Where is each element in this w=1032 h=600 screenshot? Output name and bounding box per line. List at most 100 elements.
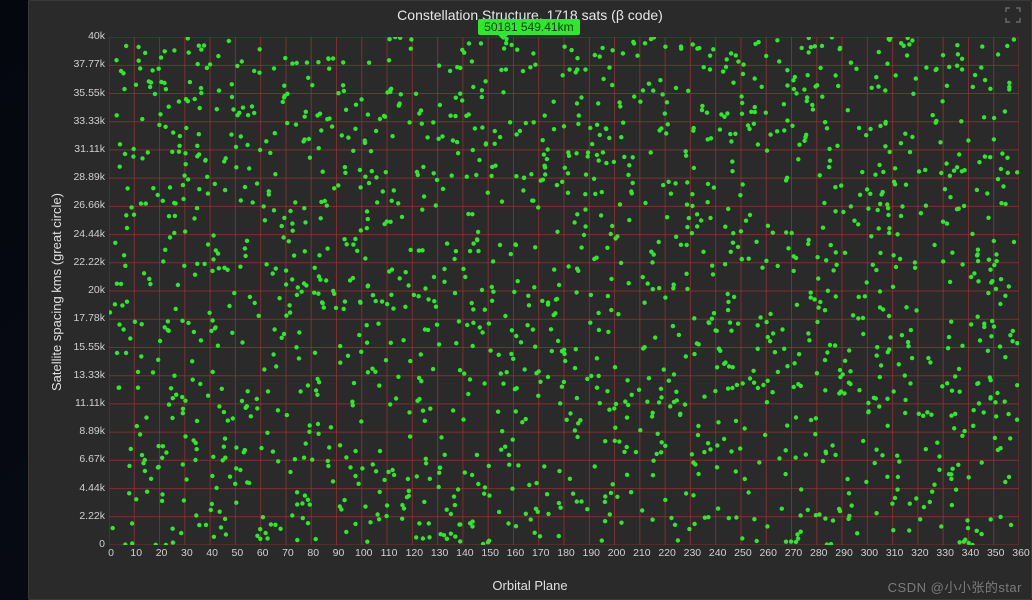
scatter-point[interactable] — [324, 278, 328, 282]
scatter-point[interactable] — [573, 428, 577, 432]
plot-area[interactable] — [109, 37, 1019, 545]
scatter-point[interactable] — [598, 401, 602, 405]
scatter-point[interactable] — [988, 155, 992, 159]
scatter-point[interactable] — [618, 202, 622, 206]
scatter-point[interactable] — [632, 41, 636, 45]
scatter-point[interactable] — [726, 292, 730, 296]
scatter-point[interactable] — [437, 63, 441, 67]
scatter-point[interactable] — [899, 214, 903, 218]
scatter-point[interactable] — [508, 120, 512, 124]
scatter-point[interactable] — [147, 277, 151, 281]
scatter-point[interactable] — [722, 437, 726, 441]
scatter-point[interactable] — [194, 441, 198, 445]
scatter-point[interactable] — [466, 212, 470, 216]
scatter-point[interactable] — [794, 415, 798, 419]
scatter-point[interactable] — [400, 503, 404, 507]
scatter-point[interactable] — [690, 204, 694, 208]
scatter-point[interactable] — [566, 264, 570, 268]
scatter-point[interactable] — [345, 242, 349, 246]
scatter-point[interactable] — [760, 266, 764, 270]
scatter-point[interactable] — [966, 526, 970, 530]
scatter-point[interactable] — [605, 389, 609, 393]
scatter-point[interactable] — [339, 507, 343, 511]
scatter-point[interactable] — [313, 266, 317, 270]
scatter-point[interactable] — [353, 237, 357, 241]
scatter-point[interactable] — [600, 538, 604, 542]
scatter-point[interactable] — [888, 335, 892, 339]
scatter-point[interactable] — [438, 103, 442, 107]
scatter-point[interactable] — [344, 530, 348, 534]
fullscreen-icon[interactable] — [1005, 7, 1021, 23]
scatter-point[interactable] — [512, 290, 516, 294]
scatter-point[interactable] — [1011, 329, 1015, 333]
scatter-point[interactable] — [419, 108, 423, 112]
scatter-point[interactable] — [183, 399, 187, 403]
scatter-point[interactable] — [293, 457, 297, 461]
scatter-point[interactable] — [214, 248, 218, 252]
scatter-point[interactable] — [887, 226, 891, 230]
scatter-point[interactable] — [652, 252, 656, 256]
scatter-point[interactable] — [1015, 383, 1019, 387]
scatter-point[interactable] — [809, 295, 813, 299]
scatter-point[interactable] — [471, 241, 475, 245]
scatter-point[interactable] — [945, 84, 949, 88]
scatter-point[interactable] — [432, 299, 436, 303]
scatter-point[interactable] — [172, 231, 176, 235]
scatter-point[interactable] — [514, 409, 518, 413]
scatter-point[interactable] — [308, 423, 312, 427]
scatter-point[interactable] — [123, 264, 127, 268]
scatter-point[interactable] — [252, 111, 256, 115]
scatter-point[interactable] — [307, 430, 311, 434]
scatter-point[interactable] — [562, 45, 566, 49]
scatter-point[interactable] — [960, 344, 964, 348]
scatter-point[interactable] — [351, 276, 355, 280]
scatter-point[interactable] — [327, 67, 331, 71]
scatter-point[interactable] — [220, 387, 224, 391]
scatter-point[interactable] — [500, 429, 504, 433]
scatter-point[interactable] — [578, 418, 582, 422]
scatter-point[interactable] — [815, 83, 819, 87]
scatter-point[interactable] — [416, 294, 420, 298]
scatter-point[interactable] — [973, 73, 977, 77]
scatter-point[interactable] — [600, 46, 604, 50]
scatter-point[interactable] — [875, 353, 879, 357]
scatter-point[interactable] — [567, 67, 571, 71]
scatter-point[interactable] — [703, 516, 707, 520]
scatter-point[interactable] — [732, 295, 736, 299]
scatter-point[interactable] — [290, 221, 294, 225]
scatter-point[interactable] — [243, 185, 247, 189]
scatter-point[interactable] — [483, 308, 487, 312]
scatter-point[interactable] — [939, 171, 943, 175]
scatter-point[interactable] — [203, 158, 207, 162]
scatter-point[interactable] — [216, 344, 220, 348]
scatter-point[interactable] — [367, 181, 371, 185]
scatter-point[interactable] — [490, 285, 494, 289]
scatter-point[interactable] — [850, 503, 854, 507]
scatter-point[interactable] — [556, 339, 560, 343]
scatter-point[interactable] — [809, 45, 813, 49]
scatter-point[interactable] — [949, 320, 953, 324]
scatter-point[interactable] — [351, 149, 355, 153]
scatter-point[interactable] — [302, 206, 306, 210]
scatter-point[interactable] — [365, 341, 369, 345]
scatter-point[interactable] — [471, 307, 475, 311]
scatter-point[interactable] — [657, 286, 661, 290]
scatter-point[interactable] — [607, 408, 611, 412]
scatter-point[interactable] — [598, 133, 602, 137]
scatter-point[interactable] — [987, 258, 991, 262]
scatter-point[interactable] — [899, 141, 903, 145]
scatter-point[interactable] — [227, 304, 231, 308]
scatter-point[interactable] — [702, 450, 706, 454]
scatter-point[interactable] — [792, 385, 796, 389]
scatter-point[interactable] — [520, 420, 524, 424]
scatter-point[interactable] — [217, 88, 221, 92]
scatter-point[interactable] — [985, 191, 989, 195]
scatter-point[interactable] — [180, 319, 184, 323]
scatter-point[interactable] — [140, 156, 144, 160]
scatter-point[interactable] — [811, 107, 815, 111]
scatter-point[interactable] — [365, 209, 369, 213]
scatter-point[interactable] — [962, 429, 966, 433]
scatter-point[interactable] — [625, 473, 629, 477]
scatter-point[interactable] — [662, 367, 666, 371]
scatter-point[interactable] — [412, 293, 416, 297]
